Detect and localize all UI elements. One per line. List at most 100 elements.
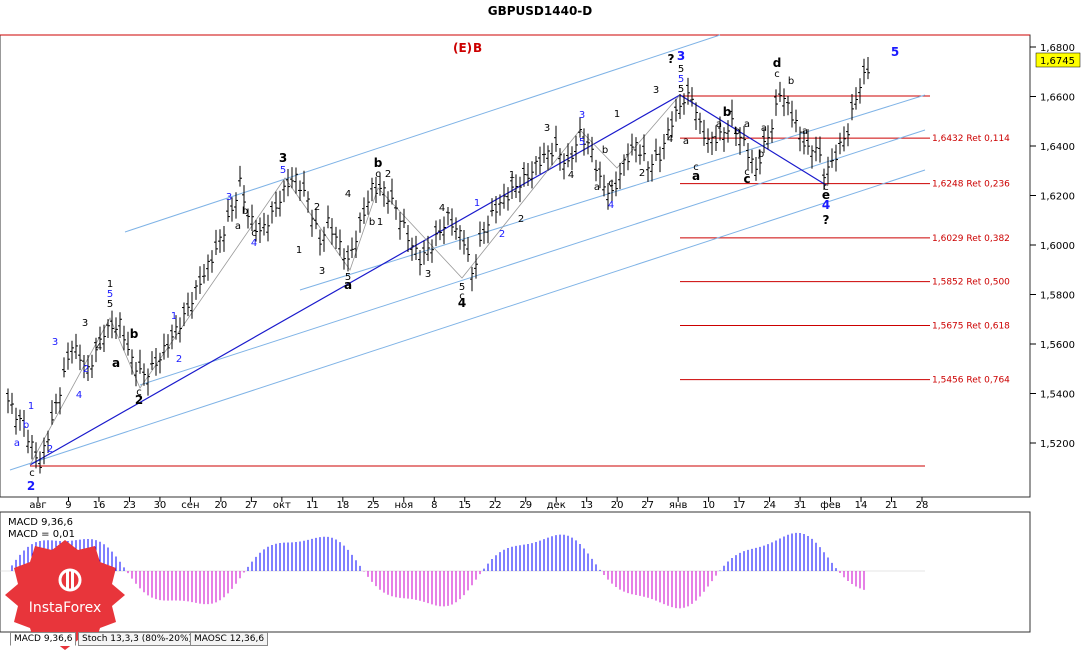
wave-label: c bbox=[136, 387, 142, 398]
wave-label: 5 bbox=[678, 84, 684, 95]
x-tick-label: 30 bbox=[154, 500, 167, 511]
wave-label: 2 bbox=[83, 364, 89, 375]
wave-label: b bbox=[788, 76, 794, 87]
wave-label: 2 bbox=[176, 354, 182, 365]
fib-label: 1,5852 Ret 0,500 bbox=[932, 278, 1010, 288]
wave-label: 3 bbox=[425, 269, 431, 280]
wave-label: c bbox=[744, 167, 750, 178]
tab-macd[interactable]: MACD 9,36,6 bbox=[10, 632, 77, 646]
wave-label: c bbox=[375, 169, 381, 180]
wave-label: 5 bbox=[345, 272, 351, 283]
x-tick-label: 13 bbox=[580, 500, 593, 511]
x-tick-label: 27 bbox=[245, 500, 258, 511]
x-tick-label: 28 bbox=[916, 500, 929, 511]
wave-label: e bbox=[822, 188, 830, 202]
wave-label: c bbox=[743, 172, 750, 186]
wave-label: 3 bbox=[226, 192, 232, 203]
wave-label: 3 bbox=[319, 266, 325, 277]
x-tick-label: 18 bbox=[336, 500, 349, 511]
macd-histogram bbox=[0, 532, 925, 609]
price-axis: 1,6800 1,6600 1,6400 1,6200 1,6000 1,5800 1,56… bbox=[1030, 43, 1075, 450]
wave-label: a bbox=[716, 119, 722, 130]
annotation-e: (E) bbox=[453, 41, 472, 55]
macd-value: MACD = 0,01 bbox=[8, 529, 75, 540]
wave-label: 2 bbox=[47, 444, 53, 455]
wave-label: 3 bbox=[52, 337, 58, 348]
wave-label: 5 bbox=[107, 299, 113, 310]
fib-label: 1,6029 Ret 0,382 bbox=[932, 234, 1010, 244]
wave-label: 3 bbox=[677, 49, 685, 63]
annotation-b: B bbox=[473, 41, 482, 55]
main-frame bbox=[0, 34, 1031, 498]
wave-label: 4 bbox=[608, 200, 614, 211]
time-axis: авг 9 16 23 30 сен 20 27 окт 11 18 25 ноя 8 15 22 29 дек 1… bbox=[29, 497, 928, 511]
y-tick-label: 1,6400 bbox=[1040, 142, 1075, 153]
x-tick-label: 9 bbox=[65, 500, 71, 511]
wave-label: 4 bbox=[76, 390, 82, 401]
macd-label: MACD 9,36,6 bbox=[8, 517, 73, 528]
wave-label: 1 bbox=[509, 170, 515, 181]
wave-label: 4 bbox=[822, 198, 830, 212]
x-tick-label: 10 bbox=[702, 500, 715, 511]
wave-path bbox=[29, 94, 681, 466]
y-tick-label: 1,6600 bbox=[1040, 93, 1075, 104]
x-tick-label: фев bbox=[820, 500, 841, 511]
x-tick-label: янв bbox=[669, 500, 688, 511]
wave-line bbox=[29, 94, 827, 466]
wave-label: b bbox=[130, 327, 139, 341]
wave-label: 3 bbox=[82, 318, 88, 329]
fib-label: 1,6432 Ret 0,114 bbox=[932, 134, 1010, 144]
x-tick-label: 25 bbox=[367, 500, 380, 511]
wave-label: 5 bbox=[107, 289, 113, 300]
wave-label: 2 bbox=[518, 214, 524, 225]
x-tick-label: 15 bbox=[458, 500, 471, 511]
wave-label: 2 bbox=[639, 168, 645, 179]
wave-label: 5 bbox=[280, 165, 286, 176]
wave-label: a bbox=[802, 126, 808, 137]
wave-label: b bbox=[374, 156, 383, 170]
wave-label: 4 bbox=[345, 189, 351, 200]
wave-label: 4 bbox=[96, 342, 102, 353]
wave-label: c bbox=[693, 162, 699, 173]
y-tick-label: 1,6800 bbox=[1040, 43, 1075, 54]
wave-label: 1 bbox=[614, 109, 620, 120]
wave-label: 4 bbox=[251, 238, 257, 249]
wave-label: 3 bbox=[279, 151, 287, 165]
wave-label: 1 bbox=[107, 279, 113, 290]
wave-label: c bbox=[608, 178, 614, 189]
wave-label: b bbox=[602, 145, 608, 156]
wave-label: b bbox=[758, 149, 764, 160]
y-tick-label: 1,5600 bbox=[1040, 340, 1075, 351]
x-tick-label: 20 bbox=[215, 500, 228, 511]
wave-label: 5 bbox=[678, 64, 684, 75]
wave-label: 5 bbox=[678, 74, 684, 85]
wave-label: a bbox=[344, 278, 352, 292]
wave-label: 3 bbox=[544, 123, 550, 134]
x-tick-label: авг bbox=[29, 500, 46, 511]
macd-frame bbox=[0, 511, 1031, 633]
wave-label: a bbox=[235, 221, 241, 232]
last-price-badge bbox=[1035, 52, 1081, 68]
logo-text: InstaForex bbox=[29, 600, 102, 616]
channel-line bbox=[139, 129, 926, 386]
x-tick-label: 31 bbox=[794, 500, 807, 511]
wave-label: a bbox=[683, 136, 689, 147]
x-tick-label: 24 bbox=[763, 500, 776, 511]
instaforex-logo: InstaForex bbox=[5, 540, 125, 650]
wave-label: 4 bbox=[568, 170, 574, 181]
fib-levels: 1,6432 Ret 0,114 1,6248 Ret 0,236 1,6029 R… bbox=[0, 34, 1030, 467]
wave-label: a bbox=[692, 169, 700, 183]
x-tick-label: 27 bbox=[641, 500, 654, 511]
wave-label: c bbox=[29, 468, 35, 479]
tab-maosc[interactable]: MAOSC 12,36,6 bbox=[190, 632, 269, 646]
wave-label: 1 bbox=[28, 401, 34, 412]
tab-stoch[interactable]: Stoch 13,3,3 (80%-20%) bbox=[78, 632, 197, 646]
wave-label: a bbox=[744, 119, 750, 130]
wave-label: b bbox=[734, 126, 740, 137]
fib-label: 1,6248 Ret 0,236 bbox=[932, 180, 1010, 190]
wave-label: 3 bbox=[653, 85, 659, 96]
x-tick-label: 29 bbox=[519, 500, 532, 511]
x-tick-label: 16 bbox=[93, 500, 106, 511]
wave-label: 1 bbox=[377, 217, 383, 228]
